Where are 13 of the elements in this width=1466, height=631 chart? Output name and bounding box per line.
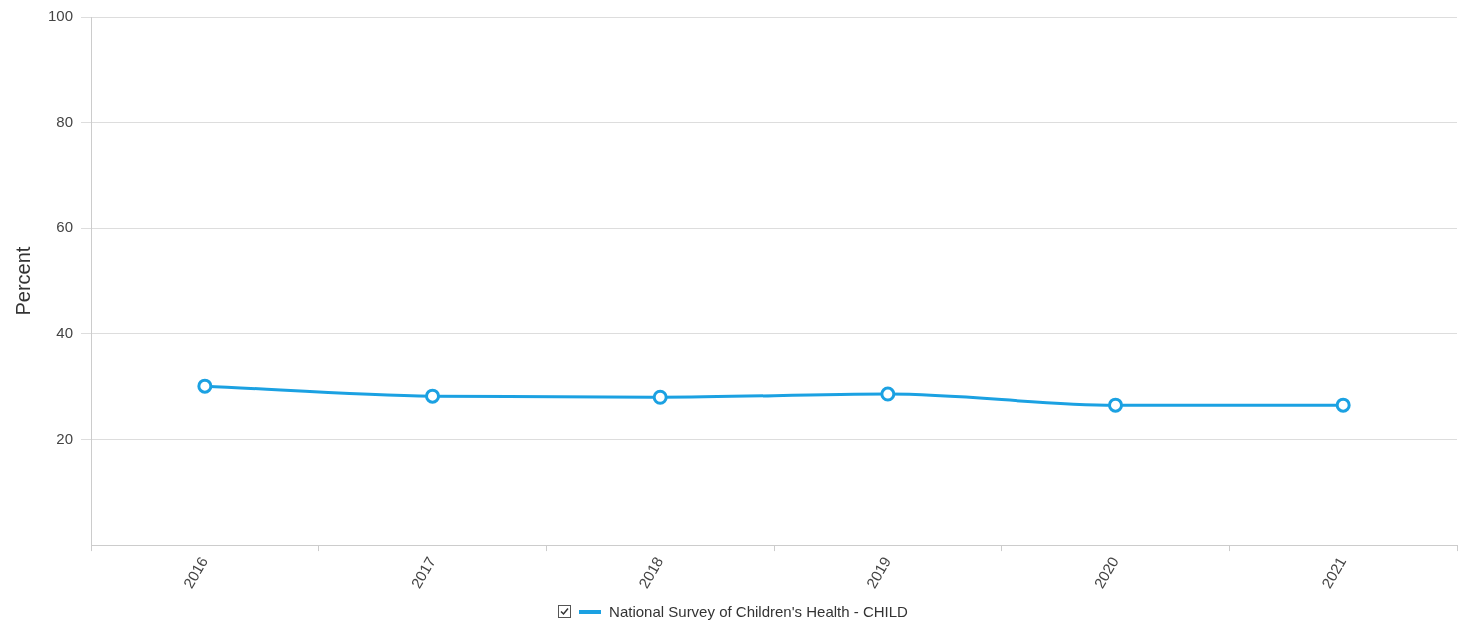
y-tick-label: 80 bbox=[56, 112, 74, 130]
point bbox=[880, 386, 896, 402]
legend-label: National Survey of Children's Health - CHILD bbox=[609, 603, 908, 620]
y-tick-label: 20 bbox=[56, 429, 74, 447]
point bbox=[652, 389, 668, 405]
point bbox=[1335, 397, 1351, 413]
y-tick-label: 100 bbox=[48, 7, 74, 25]
y-axis-title: Percent bbox=[11, 246, 34, 316]
y-tick-label: 40 bbox=[56, 324, 74, 341]
y-tick-label: 60 bbox=[56, 218, 74, 236]
point bbox=[425, 388, 441, 404]
point bbox=[1108, 397, 1124, 413]
point bbox=[197, 378, 213, 394]
